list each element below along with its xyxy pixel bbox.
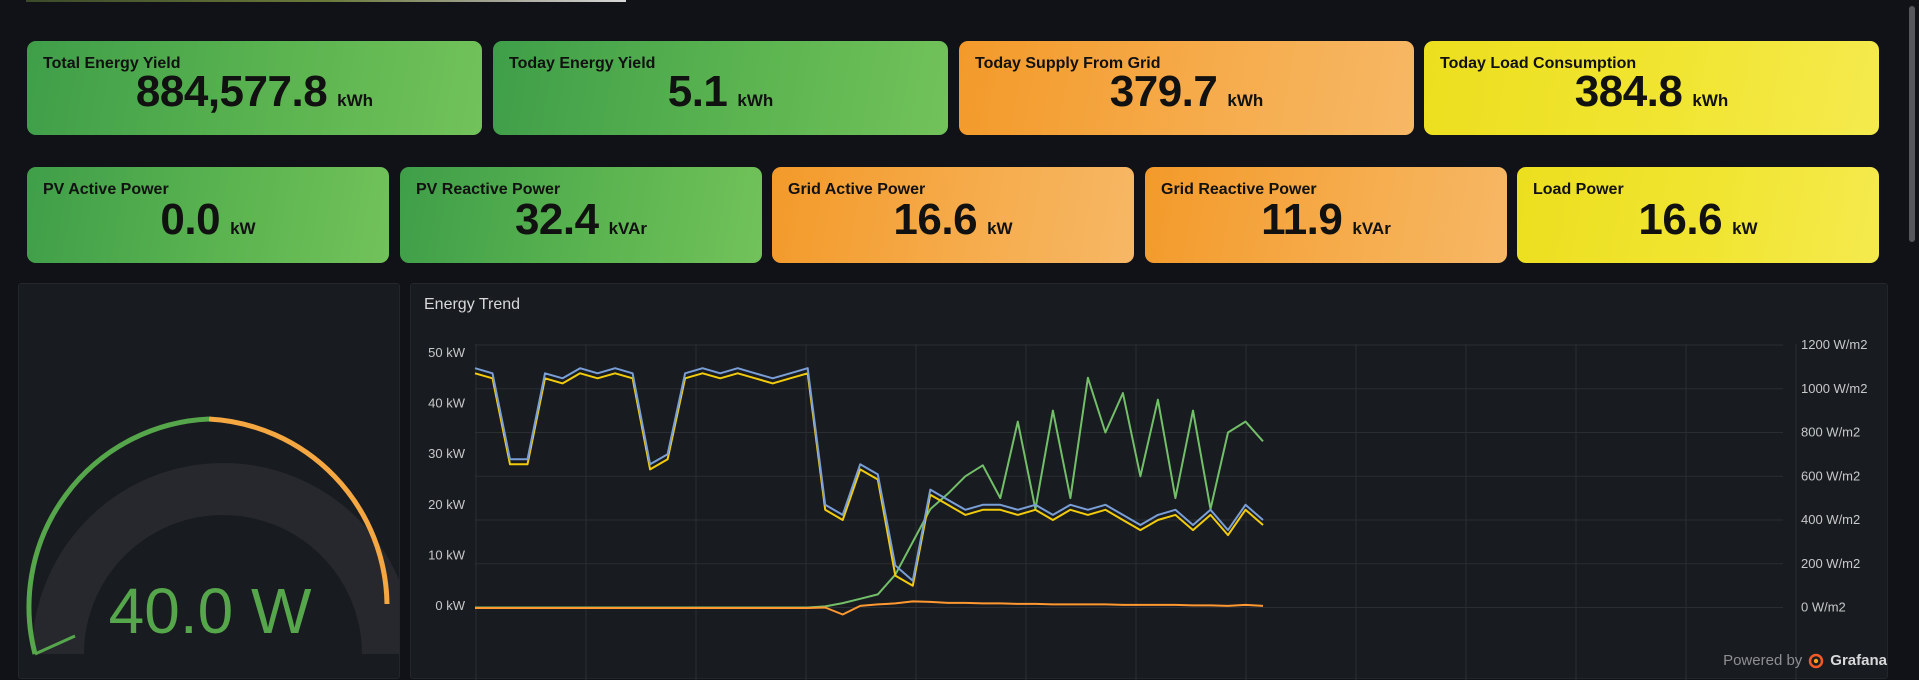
stat-card-today-supply-from-grid[interactable]: Today Supply From Grid 379.7 kWh: [959, 41, 1414, 135]
stat-number: 11.9: [1261, 195, 1343, 244]
left-axis-tick-label: 50 kW: [428, 345, 466, 360]
stat-card-today-energy-yield[interactable]: Today Energy Yield 5.1 kWh: [493, 41, 948, 135]
gauge-track: [32, 463, 399, 655]
right-axis-tick-label: 1000 W/m2: [1801, 381, 1867, 396]
gauge-value: 40.0 W: [108, 575, 312, 647]
stat-unit: kW: [1732, 219, 1758, 238]
stat-value: 384.8 kWh: [1424, 67, 1879, 117]
stat-unit: kWh: [337, 91, 374, 110]
stat-number: 5.1: [667, 67, 728, 116]
stat-title: Load Power: [1533, 181, 1624, 198]
right-axis-tick-label: 200 W/m2: [1801, 556, 1860, 571]
grafana-brand[interactable]: Grafana: [1830, 652, 1887, 669]
stat-unit: kWh: [737, 91, 774, 110]
stat-title: Today Energy Yield: [509, 55, 656, 72]
powered-by-text: Powered by: [1723, 652, 1803, 669]
stat-unit: kWh: [1692, 91, 1729, 110]
series-line-3: [475, 600, 1264, 616]
header-strip: [26, 0, 626, 2]
stat-card-pv-reactive-power[interactable]: PV Reactive Power 32.4 kVAr: [400, 167, 762, 263]
right-axis-tick-label: 400 W/m2: [1801, 512, 1860, 527]
scrollbar-thumb[interactable]: [1909, 6, 1915, 242]
stat-unit: kVAr: [1352, 219, 1391, 238]
energy-trend-chart: 0 kW 10 kW 20 kW 30 kW 40 kW 50 kW 0 W/m2 200 W…: [428, 337, 1867, 680]
stat-card-load-power[interactable]: Load Power 16.6 kW: [1517, 167, 1879, 263]
stat-unit: kWh: [1227, 91, 1264, 110]
stat-card-grid-reactive-power[interactable]: Grid Reactive Power 11.9 kVAr: [1145, 167, 1507, 263]
stat-title: Today Supply From Grid: [975, 55, 1161, 72]
left-axis-tick-label: 20 kW: [428, 497, 466, 512]
right-axis-tick-label: 1200 W/m2: [1801, 337, 1867, 352]
energy-trend-panel[interactable]: Energy Trend 0 kW 10 kW 20 kW 30 kW 40 kW 50 …: [410, 283, 1888, 680]
series-line-2: [475, 376, 1264, 609]
gauge-value-arc: [34, 634, 76, 656]
stat-title: Total Energy Yield: [43, 55, 181, 72]
left-axis-tick-label: 30 kW: [428, 446, 466, 461]
stat-number: 0.0: [160, 195, 221, 244]
right-axis-tick-label: 800 W/m2: [1801, 425, 1860, 440]
stat-value: 5.1 kWh: [493, 67, 948, 117]
stat-unit: kVAr: [608, 219, 648, 238]
stat-number: 379.7: [1109, 67, 1218, 116]
stat-card-pv-active-power[interactable]: PV Active Power 0.0 kW: [27, 167, 389, 263]
stat-value: 16.6 kW: [772, 195, 1134, 245]
stat-card-grid-active-power[interactable]: Grid Active Power 16.6 kW: [772, 167, 1134, 263]
stat-card-total-energy-yield[interactable]: Total Energy Yield 884,577.8 kWh: [27, 41, 482, 135]
stat-value: 11.9 kVAr: [1145, 195, 1507, 245]
left-axis-tick-label: 10 kW: [428, 547, 466, 562]
stat-value: 16.6 kW: [1517, 195, 1879, 245]
left-axis-tick-label: 40 kW: [428, 396, 466, 411]
stat-title: Grid Reactive Power: [1161, 181, 1317, 198]
scrollbar[interactable]: [1907, 0, 1917, 248]
stat-title: Today Load Consumption: [1440, 55, 1637, 72]
stat-number: 16.6: [893, 195, 978, 244]
stat-number: 384.8: [1574, 67, 1683, 116]
stat-value: 884,577.8 kWh: [27, 67, 482, 117]
series-line-1: [474, 372, 1264, 587]
series-line-0: [474, 367, 1264, 582]
footer: Powered by Grafana: [1723, 652, 1887, 669]
gauge-panel[interactable]: 40.0 W: [18, 283, 400, 679]
gauge-arc-orange: [208, 416, 390, 605]
stat-value: 379.7 kWh: [959, 67, 1414, 117]
gauge-arc-green: [26, 416, 210, 655]
stat-unit: kW: [987, 219, 1013, 238]
stat-number: 884,577.8: [135, 67, 328, 116]
right-axis-tick-label: 600 W/m2: [1801, 468, 1860, 483]
right-axis-tick-label: 0 W/m2: [1801, 600, 1846, 615]
stat-title: PV Reactive Power: [416, 181, 561, 198]
stat-card-today-load-consumption[interactable]: Today Load Consumption 384.8 kWh: [1424, 41, 1879, 135]
stat-value: 32.4 kVAr: [400, 195, 762, 245]
stat-value: 0.0 kW: [27, 195, 389, 245]
stat-title: Grid Active Power: [788, 181, 926, 198]
stat-unit: kW: [230, 219, 256, 238]
panel-title: Energy Trend: [424, 296, 521, 313]
stat-number: 16.6: [1638, 195, 1723, 244]
left-axis-tick-label: 0 kW: [435, 598, 465, 613]
stat-title: PV Active Power: [43, 181, 169, 198]
stat-number: 32.4: [514, 195, 599, 244]
gauge: [26, 416, 399, 656]
grafana-logo-icon: [1809, 653, 1824, 668]
